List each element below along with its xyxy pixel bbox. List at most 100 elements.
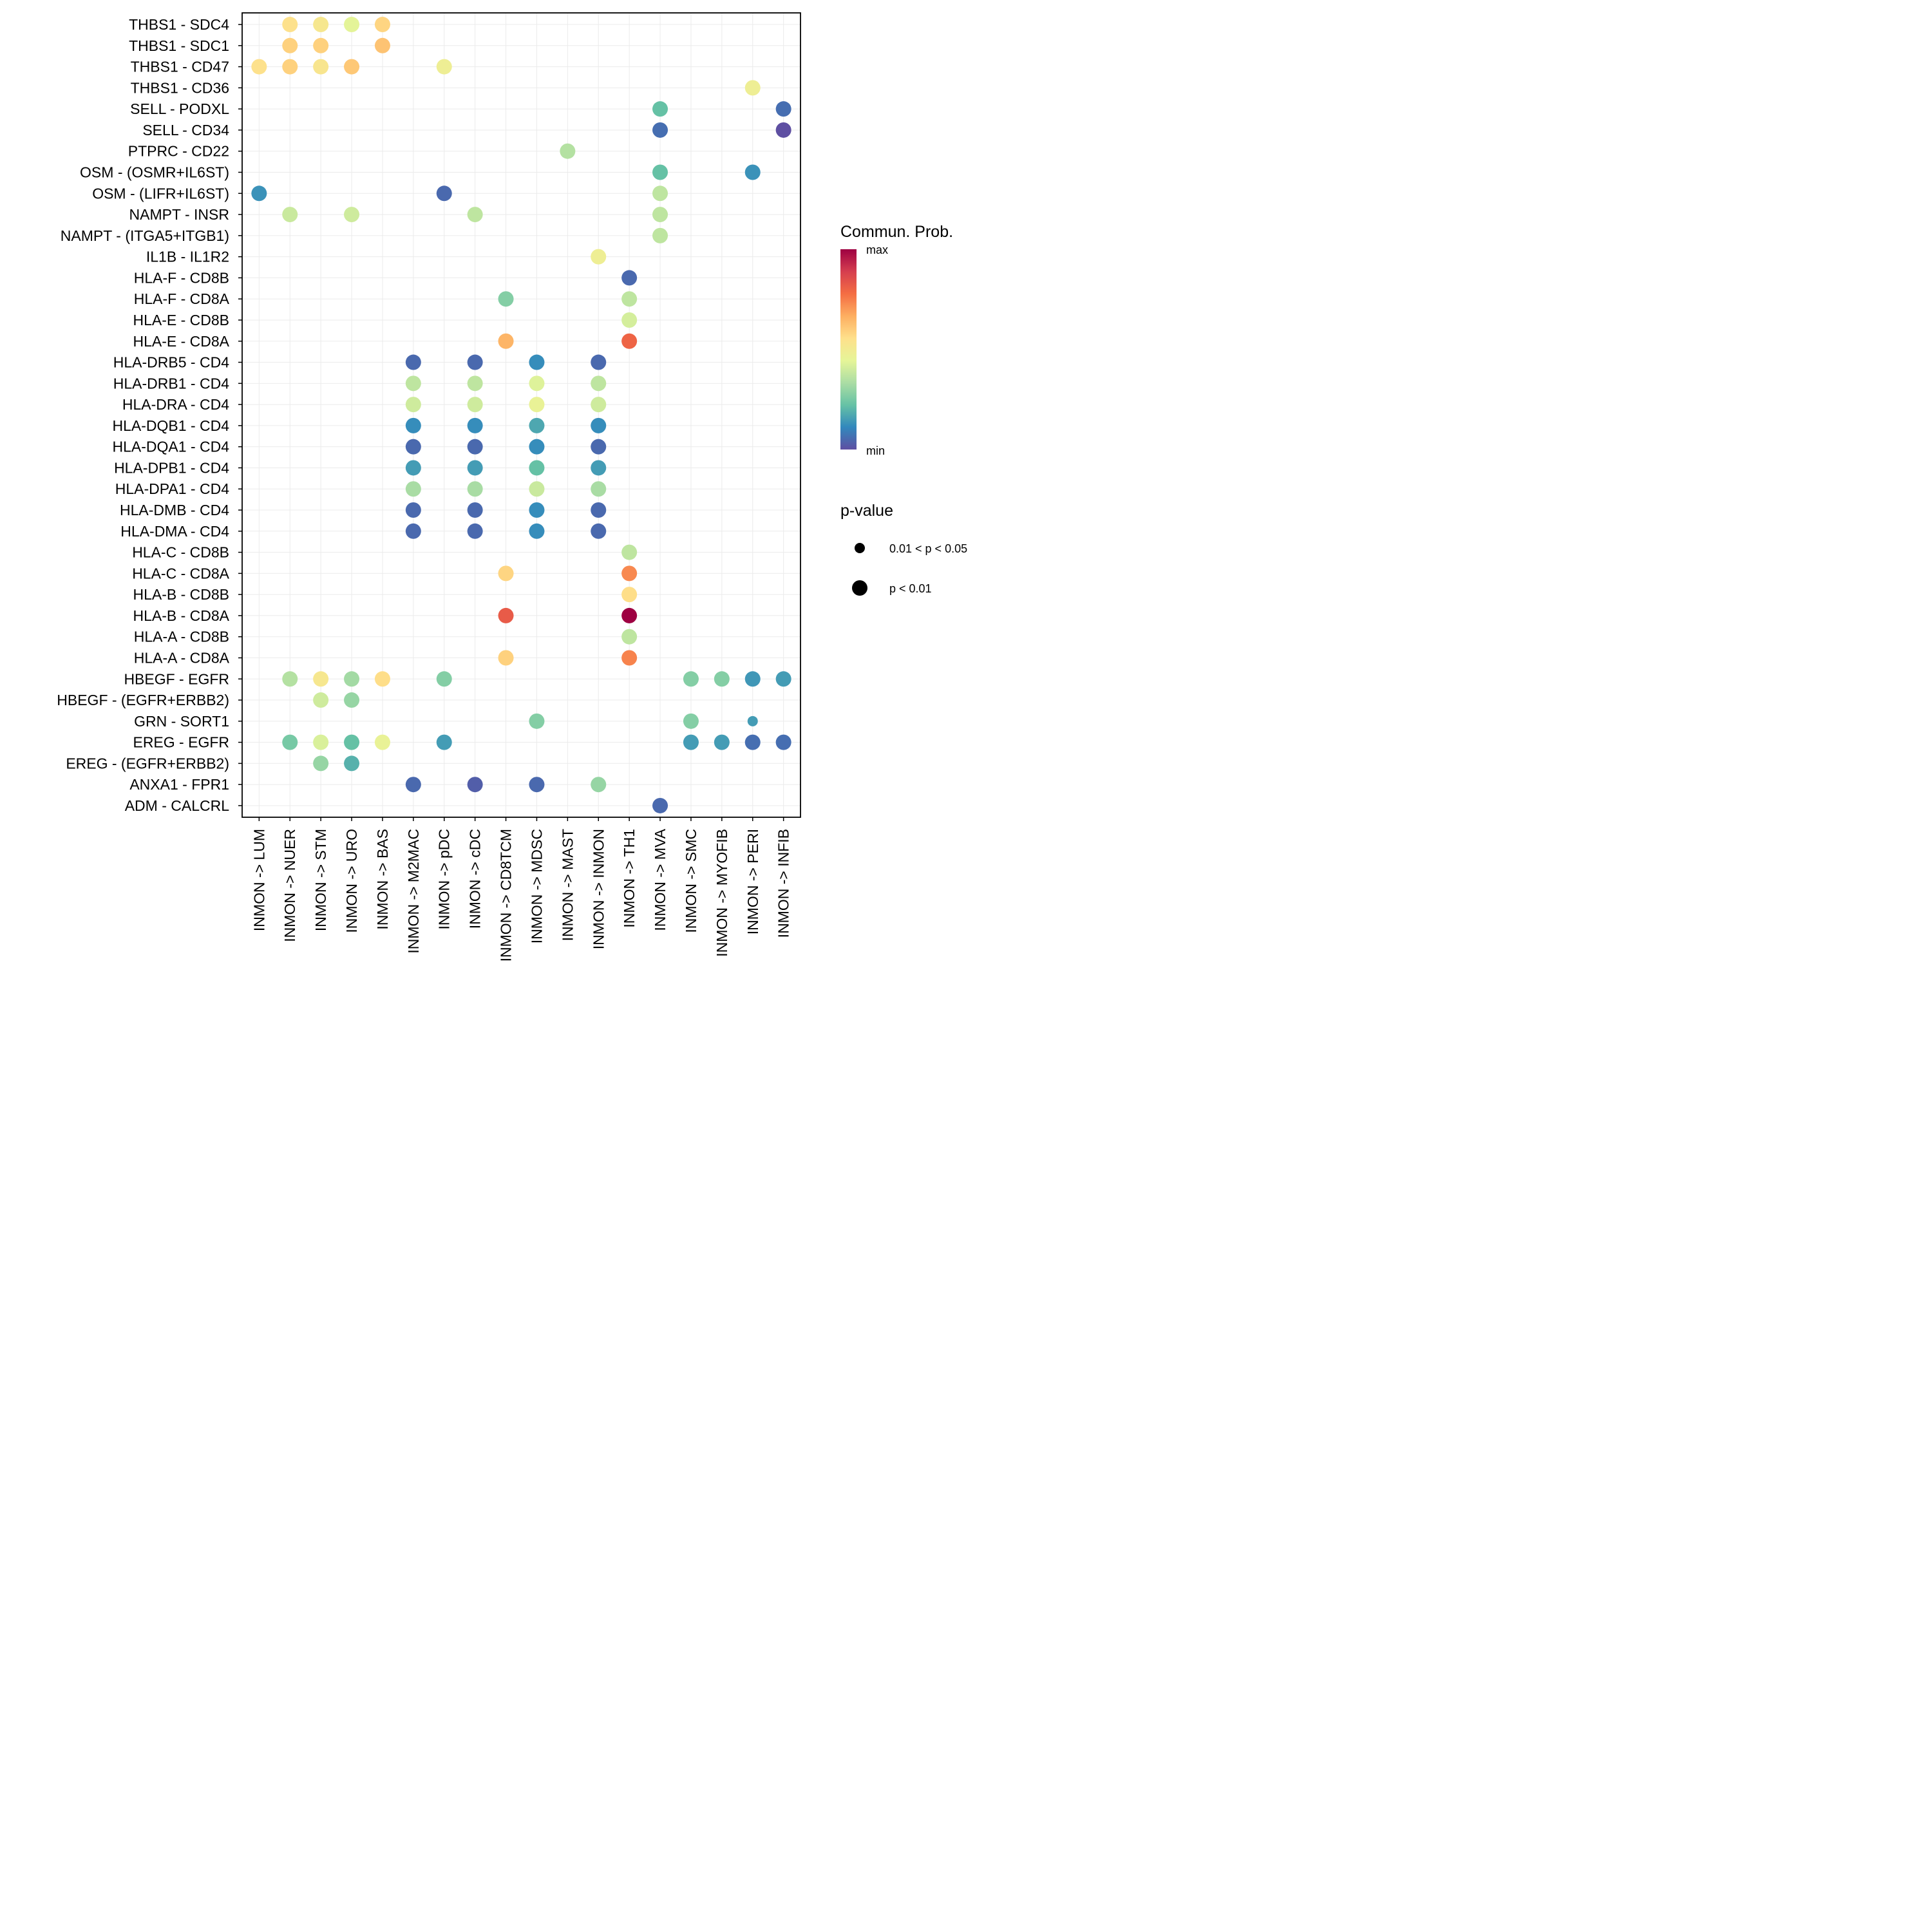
data-point xyxy=(621,270,638,286)
y-tick-label: HLA-F - CD8B xyxy=(134,269,229,286)
data-point xyxy=(529,502,545,518)
x-tick-label: INMON -> M2MAC xyxy=(405,829,422,954)
data-point xyxy=(775,734,791,750)
y-tick-label: HLA-E - CD8B xyxy=(133,312,229,328)
data-point xyxy=(714,734,730,750)
y-tick-label: HLA-DRA - CD4 xyxy=(122,396,229,413)
data-point xyxy=(282,207,298,223)
y-tick-label: SELL - PODXL xyxy=(130,100,229,117)
y-tick-label: HLA-C - CD8A xyxy=(132,565,229,582)
data-point xyxy=(529,460,545,476)
data-point xyxy=(313,17,329,33)
data-point xyxy=(747,715,758,726)
y-tick-label: HLA-DMB - CD4 xyxy=(120,502,229,518)
color-legend: Commun. Prob. max min xyxy=(840,223,953,457)
data-point xyxy=(251,185,267,202)
data-point xyxy=(467,207,483,223)
y-tick-label: HLA-C - CD8B xyxy=(132,544,229,561)
data-point xyxy=(313,692,329,708)
data-point xyxy=(282,17,298,33)
y-tick-label: THBS1 - SDC4 xyxy=(129,16,229,33)
data-point xyxy=(744,80,761,96)
data-point xyxy=(591,249,607,265)
data-point xyxy=(498,650,514,666)
y-tick-label: HLA-A - CD8B xyxy=(134,629,229,645)
y-tick-label: THBS1 - SDC1 xyxy=(129,37,229,54)
data-point xyxy=(436,734,452,750)
data-point xyxy=(282,37,298,53)
data-point xyxy=(529,439,545,455)
data-point xyxy=(744,671,761,687)
data-point xyxy=(529,713,545,729)
data-point xyxy=(405,417,421,433)
size-legend-label-low: p < 0.01 xyxy=(889,582,932,595)
data-point xyxy=(313,755,329,772)
data-point xyxy=(621,565,638,582)
data-point xyxy=(591,523,607,539)
size-legend-title: p-value xyxy=(840,502,893,520)
data-point xyxy=(467,439,483,455)
data-point xyxy=(344,17,360,33)
data-point xyxy=(591,460,607,476)
data-point xyxy=(529,354,545,370)
dot-plot-chart: THBS1 - SDC4 THBS1 - SDC1 THBS1 - CD47 THBS… xyxy=(57,12,967,961)
color-legend-title: Commun. Prob. xyxy=(840,223,953,241)
y-tick-label: HLA-B - CD8A xyxy=(133,607,229,624)
data-point xyxy=(621,291,638,307)
data-point xyxy=(405,439,421,455)
color-legend-bar xyxy=(840,249,857,450)
data-point xyxy=(775,671,791,687)
y-tick-label: ADM - CALCRL xyxy=(125,797,230,814)
x-axis: INMON -> LUM INMON -> NUER INMON -> STM INM… xyxy=(251,817,792,961)
data-point xyxy=(529,777,545,793)
y-tick-label: HLA-DRB1 - CD4 xyxy=(113,375,229,392)
y-tick-label: HLA-B - CD8B xyxy=(133,586,229,603)
data-point xyxy=(405,397,421,413)
data-point xyxy=(591,481,607,497)
y-tick-label: HLA-A - CD8A xyxy=(134,649,230,666)
data-point xyxy=(405,502,421,518)
data-point xyxy=(591,375,607,392)
data-point xyxy=(405,460,421,476)
data-point xyxy=(467,777,483,793)
x-tick-label: INMON -> STM xyxy=(312,829,329,931)
y-tick-label: IL1B - IL1R2 xyxy=(146,249,229,265)
data-point xyxy=(621,629,638,645)
data-point xyxy=(683,671,699,687)
data-point xyxy=(467,502,483,518)
y-tick-label: HBEGF - (EGFR+ERBB2) xyxy=(57,692,229,708)
data-point xyxy=(313,671,329,687)
data-point xyxy=(652,122,668,138)
y-tick-label: PTPRC - CD22 xyxy=(128,143,229,160)
size-legend-key-low xyxy=(852,580,867,596)
data-point xyxy=(498,333,514,349)
data-point xyxy=(714,671,730,687)
data-point xyxy=(436,59,452,75)
x-tick-label: INMON -> MDSC xyxy=(528,829,545,943)
y-tick-label: OSM - (LIFR+IL6ST) xyxy=(92,185,229,202)
data-point xyxy=(652,227,668,243)
data-point xyxy=(282,671,298,687)
data-point xyxy=(405,481,421,497)
data-point xyxy=(374,17,390,33)
x-tick-label: INMON -> LUM xyxy=(251,829,267,931)
y-tick-label: GRN - SORT1 xyxy=(134,713,229,730)
data-point xyxy=(498,607,514,623)
data-point xyxy=(529,375,545,392)
y-tick-label: THBS1 - CD36 xyxy=(131,79,229,96)
y-tick-label: HLA-DPA1 - CD4 xyxy=(115,480,229,497)
data-point xyxy=(467,375,483,392)
data-point xyxy=(775,101,791,117)
data-point xyxy=(344,692,360,708)
y-tick-label: SELL - CD34 xyxy=(142,122,229,138)
data-point xyxy=(621,650,638,666)
y-tick-label: HLA-DQA1 - CD4 xyxy=(113,439,230,455)
y-tick-label: HLA-DMA - CD4 xyxy=(120,523,229,540)
data-point xyxy=(467,523,483,539)
data-point xyxy=(529,417,545,433)
data-point xyxy=(652,101,668,117)
data-point xyxy=(744,164,761,180)
x-tick-label: INMON -> NUER xyxy=(281,829,298,942)
data-point xyxy=(591,439,607,455)
size-legend-label-mid: 0.01 < p < 0.05 xyxy=(889,542,967,555)
